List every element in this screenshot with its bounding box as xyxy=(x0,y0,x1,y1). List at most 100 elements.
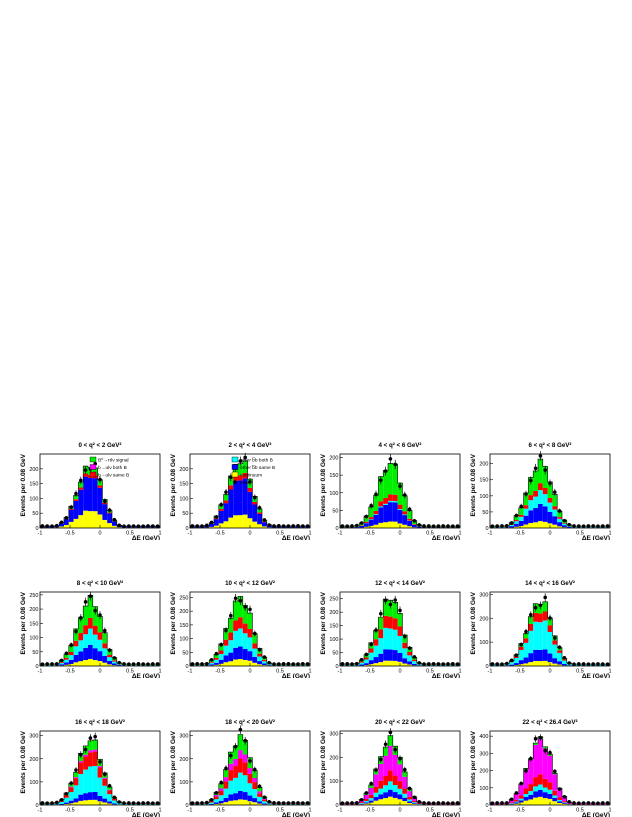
bar-signal xyxy=(242,605,248,624)
data-point xyxy=(286,662,291,666)
bar-bb-same xyxy=(514,802,519,804)
data-point xyxy=(64,516,69,520)
x-tick-label: -0.5 xyxy=(365,669,374,675)
bar-bulnu-same xyxy=(383,776,388,786)
bar-bb-both xyxy=(552,644,558,659)
chart-panel: 8 < q² < 10 GeV² 0 50 100 150 200 250 -1 -0.5 0 0.… xyxy=(20,580,162,678)
bar-bb-both xyxy=(59,801,64,804)
x-tick-label: 0 xyxy=(98,669,101,675)
bar-bb-both xyxy=(359,803,364,804)
bar-bulnu-both xyxy=(547,755,553,783)
data-point xyxy=(577,801,581,805)
data-point xyxy=(374,628,378,633)
data-point xyxy=(229,613,233,618)
bar-continuum xyxy=(102,662,108,666)
bar-bulnu-both xyxy=(552,774,558,791)
bar-bb-same xyxy=(262,803,267,805)
data-point xyxy=(567,800,571,804)
data-point xyxy=(436,524,441,528)
bar-bulnu-same xyxy=(373,786,379,793)
bar-bb-same xyxy=(107,801,112,804)
data-point xyxy=(412,795,417,800)
y-tick-label: 0 xyxy=(35,803,38,809)
y-tick-label: 100 xyxy=(479,494,488,500)
bar-bulnu-same xyxy=(407,518,412,521)
bar-signal xyxy=(378,476,384,502)
data-point xyxy=(45,662,49,666)
y-tick-label: 150 xyxy=(479,478,488,484)
bar-bulnu-same xyxy=(523,638,529,643)
total-outline xyxy=(39,595,161,666)
bar-bulnu-same xyxy=(397,781,403,789)
bar-signal xyxy=(528,477,534,496)
data-point xyxy=(412,655,417,659)
y-tick-label: 400 xyxy=(479,734,488,740)
total-outline xyxy=(489,458,611,528)
bar-bb-both xyxy=(378,506,384,508)
bar-continuum xyxy=(368,802,374,805)
bar-bulnu-same xyxy=(514,520,519,522)
bar-bb-same xyxy=(412,803,417,805)
bar-signal xyxy=(514,515,519,521)
x-tick-label: 0.5 xyxy=(426,669,434,675)
data-point xyxy=(155,801,160,805)
bar-bb-both xyxy=(209,662,214,665)
bar-continuum xyxy=(83,510,88,528)
bar-continuum xyxy=(533,522,538,528)
data-point xyxy=(519,642,523,647)
bar-bb-both xyxy=(92,765,98,792)
bar-signal xyxy=(402,495,408,512)
bar-continuum xyxy=(407,664,412,666)
bar-bulnu-same xyxy=(209,661,214,663)
y-tick-label: 50 xyxy=(482,510,488,516)
data-point xyxy=(238,727,243,732)
data-point xyxy=(267,660,271,665)
data-point xyxy=(490,801,495,805)
bar-signal xyxy=(538,459,543,484)
bar-signal xyxy=(233,600,238,621)
bar-bb-same xyxy=(383,504,388,523)
bar-bulnu-same xyxy=(373,639,379,646)
bar-continuum xyxy=(392,521,398,528)
bar-continuum xyxy=(373,800,379,805)
bar-continuum xyxy=(257,524,262,528)
bar-bb-both xyxy=(566,526,572,527)
data-point xyxy=(495,801,499,805)
bar-bulnu-same xyxy=(378,780,384,789)
data-point xyxy=(296,524,300,528)
bar-bb-both xyxy=(92,634,98,649)
bar-continuum xyxy=(533,661,538,666)
x-axis-label: ΔE (GeV) xyxy=(582,812,610,817)
data-point xyxy=(374,492,378,497)
y-axis-label: Events per 0.08 GeV xyxy=(320,453,327,516)
data-point xyxy=(562,518,567,523)
bar-bb-same xyxy=(364,802,369,804)
bar-bb-same xyxy=(214,662,219,665)
bar-signal xyxy=(402,771,408,777)
data-point xyxy=(117,523,121,528)
bar-signal xyxy=(252,633,258,644)
bar-bb-both xyxy=(514,657,519,664)
bar-continuum xyxy=(523,800,529,805)
bar-bb-same xyxy=(228,489,234,518)
bar-bb-both xyxy=(509,662,514,665)
data-point xyxy=(364,791,369,795)
bar-bulnu-same xyxy=(83,756,88,770)
data-point xyxy=(355,523,359,528)
bar-continuum xyxy=(209,526,214,528)
data-point xyxy=(98,613,102,617)
bar-signal xyxy=(383,747,388,756)
bar-signal xyxy=(242,460,248,473)
x-tick-label: 1 xyxy=(158,669,161,675)
bar-bulnu-same xyxy=(392,618,398,630)
bar-bb-same xyxy=(412,525,417,528)
y-tick-label: 200 xyxy=(329,456,338,462)
bar-bulnu-same xyxy=(368,794,374,799)
data-point xyxy=(243,605,247,609)
bar-bb-both xyxy=(528,791,534,795)
data-point xyxy=(524,492,528,496)
bar-signal xyxy=(388,463,393,495)
bar-continuum xyxy=(214,664,219,666)
bar-signal xyxy=(252,770,258,778)
